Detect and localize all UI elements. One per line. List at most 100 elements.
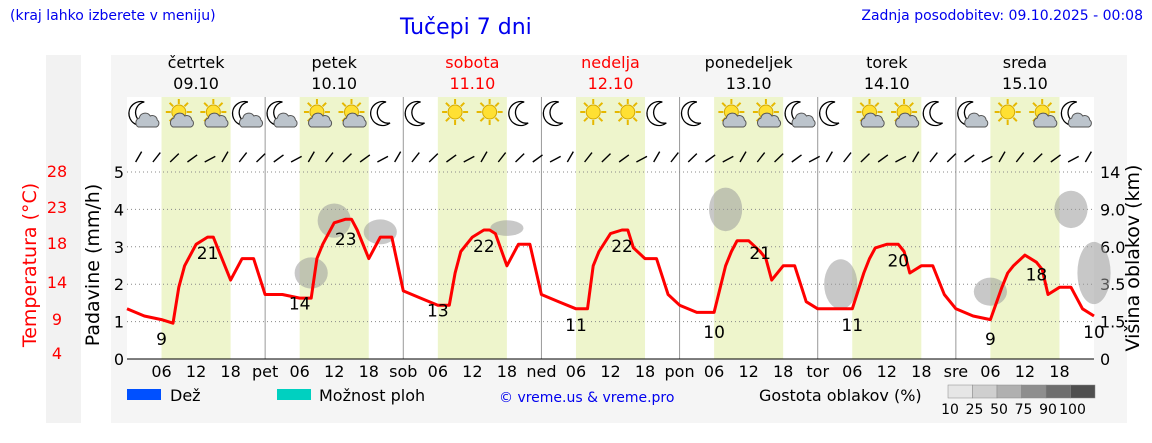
cloud-density-level-label: 75 — [1015, 402, 1033, 418]
sun-ray — [445, 116, 451, 122]
temperature-value-label: 22 — [611, 237, 633, 257]
hour-tick-label: 12 — [186, 362, 206, 381]
precip-tick-label: 3 — [114, 238, 124, 257]
wind-barb — [636, 155, 648, 163]
hour-tick-label: 18 — [497, 362, 517, 381]
wind-barb — [1050, 154, 1061, 163]
wind-barb — [1067, 155, 1080, 163]
cloud-icon — [342, 112, 367, 128]
cloud-density-area — [317, 203, 351, 238]
sun-ray — [203, 102, 209, 108]
cloud-density-swatch — [1045, 384, 1071, 399]
cloud-height-axis-title: Višina oblakov (km) — [1122, 165, 1144, 352]
wind-barb — [221, 151, 229, 163]
hour-tick-label: 18 — [1049, 362, 1069, 381]
wind-barb — [497, 152, 507, 163]
precip-axis-title: Padavine (mm/h) — [82, 184, 104, 347]
daylight-band — [852, 97, 922, 359]
region-menu-hint[interactable]: (kraj lahko izberete v meniju) — [10, 8, 216, 24]
wind-barb — [273, 154, 284, 163]
wind-barb — [204, 155, 216, 163]
wind-barb — [756, 152, 766, 163]
temperature-value-label: 21 — [749, 244, 771, 264]
cloud-density-area — [824, 259, 858, 310]
temperature-value-label: 10 — [703, 323, 725, 343]
wind-barb — [929, 152, 938, 163]
sun-ray — [617, 102, 623, 108]
wind-barb — [187, 154, 198, 163]
cloud-density-swatch — [947, 384, 973, 399]
wind-barb — [566, 151, 574, 163]
cloud-density-area — [1054, 190, 1088, 229]
sun-ray — [1047, 102, 1053, 108]
cloud-icon — [860, 112, 885, 128]
wind-barb — [515, 153, 525, 163]
wind-barb — [428, 153, 439, 163]
precip-tick-label: 1 — [114, 313, 124, 332]
cloud-icon — [722, 112, 747, 128]
precip-tick-label: 0 — [114, 350, 124, 369]
moon-icon — [646, 100, 667, 127]
wind-barb — [670, 152, 679, 163]
sun-ray — [445, 102, 451, 108]
wind-barb — [256, 153, 266, 163]
day-abbrev-label: pet — [252, 362, 278, 381]
sun-ray — [183, 102, 189, 108]
day-name: ponedeljek — [705, 53, 794, 72]
wind-barb — [825, 151, 833, 163]
moon-icon — [922, 100, 943, 127]
precip-tick-label: 2 — [114, 275, 124, 294]
sun-ray — [479, 116, 485, 122]
moon-icon — [508, 100, 529, 127]
moon-icon — [542, 100, 564, 127]
wind-barb — [135, 151, 143, 163]
sun-ray — [356, 102, 362, 108]
cloud-density-swatch — [972, 384, 998, 399]
temp-tick-label: 23 — [47, 198, 67, 217]
wind-barb — [532, 154, 543, 163]
hour-tick-label: 18 — [635, 362, 655, 381]
cloud-density-swatch — [996, 384, 1022, 399]
day-date: 12.10 — [588, 74, 634, 93]
wind-barb — [307, 151, 315, 163]
temp-tick-label: 4 — [52, 344, 62, 363]
sun-ray — [583, 102, 589, 108]
sun-ray — [479, 102, 485, 108]
cloud-density-area — [294, 257, 328, 289]
cloud-density-level-label: 10 — [941, 402, 959, 418]
hour-tick-label: 12 — [738, 362, 758, 381]
precip-tick-label: 4 — [114, 200, 124, 219]
temp-tick-label: 14 — [47, 273, 67, 292]
cloud-density-level-label: 50 — [990, 402, 1008, 418]
sun-ray — [1012, 102, 1018, 108]
cloud-density-legend-title: Gostota oblakov (%) — [759, 386, 922, 405]
cloud-height-tick-label: 0 — [1100, 350, 1110, 369]
cloud-density-level-label: 90 — [1039, 402, 1057, 418]
cloud-icon — [204, 112, 229, 128]
sun-icon — [1000, 104, 1016, 120]
wind-barb — [290, 155, 302, 163]
rain-legend-label: Dež — [170, 386, 201, 405]
sun-ray — [598, 102, 604, 108]
day-abbrev-label: sre — [944, 362, 968, 381]
sun-ray — [583, 116, 589, 122]
wind-barb — [791, 154, 802, 163]
wind-barb — [584, 152, 593, 163]
page-title: Tučepi 7 dni — [400, 15, 532, 40]
wind-barb — [912, 151, 920, 163]
day-date: 09.10 — [173, 74, 219, 93]
sun-icon — [447, 104, 463, 120]
sun-ray — [1032, 102, 1038, 108]
day-abbrev-label: sob — [389, 362, 417, 381]
wind-barb — [463, 155, 475, 163]
storm-legend-swatch — [277, 389, 311, 400]
cloud-density-swatch — [1070, 384, 1096, 399]
wind-barb — [238, 152, 248, 163]
hour-tick-label: 18 — [220, 362, 240, 381]
daylight-band — [575, 97, 646, 359]
cloud-icon — [238, 112, 263, 128]
wind-barb — [601, 153, 611, 163]
cloud-icon — [308, 112, 333, 128]
hour-tick-label: 06 — [428, 362, 448, 381]
wind-barb — [843, 152, 852, 163]
